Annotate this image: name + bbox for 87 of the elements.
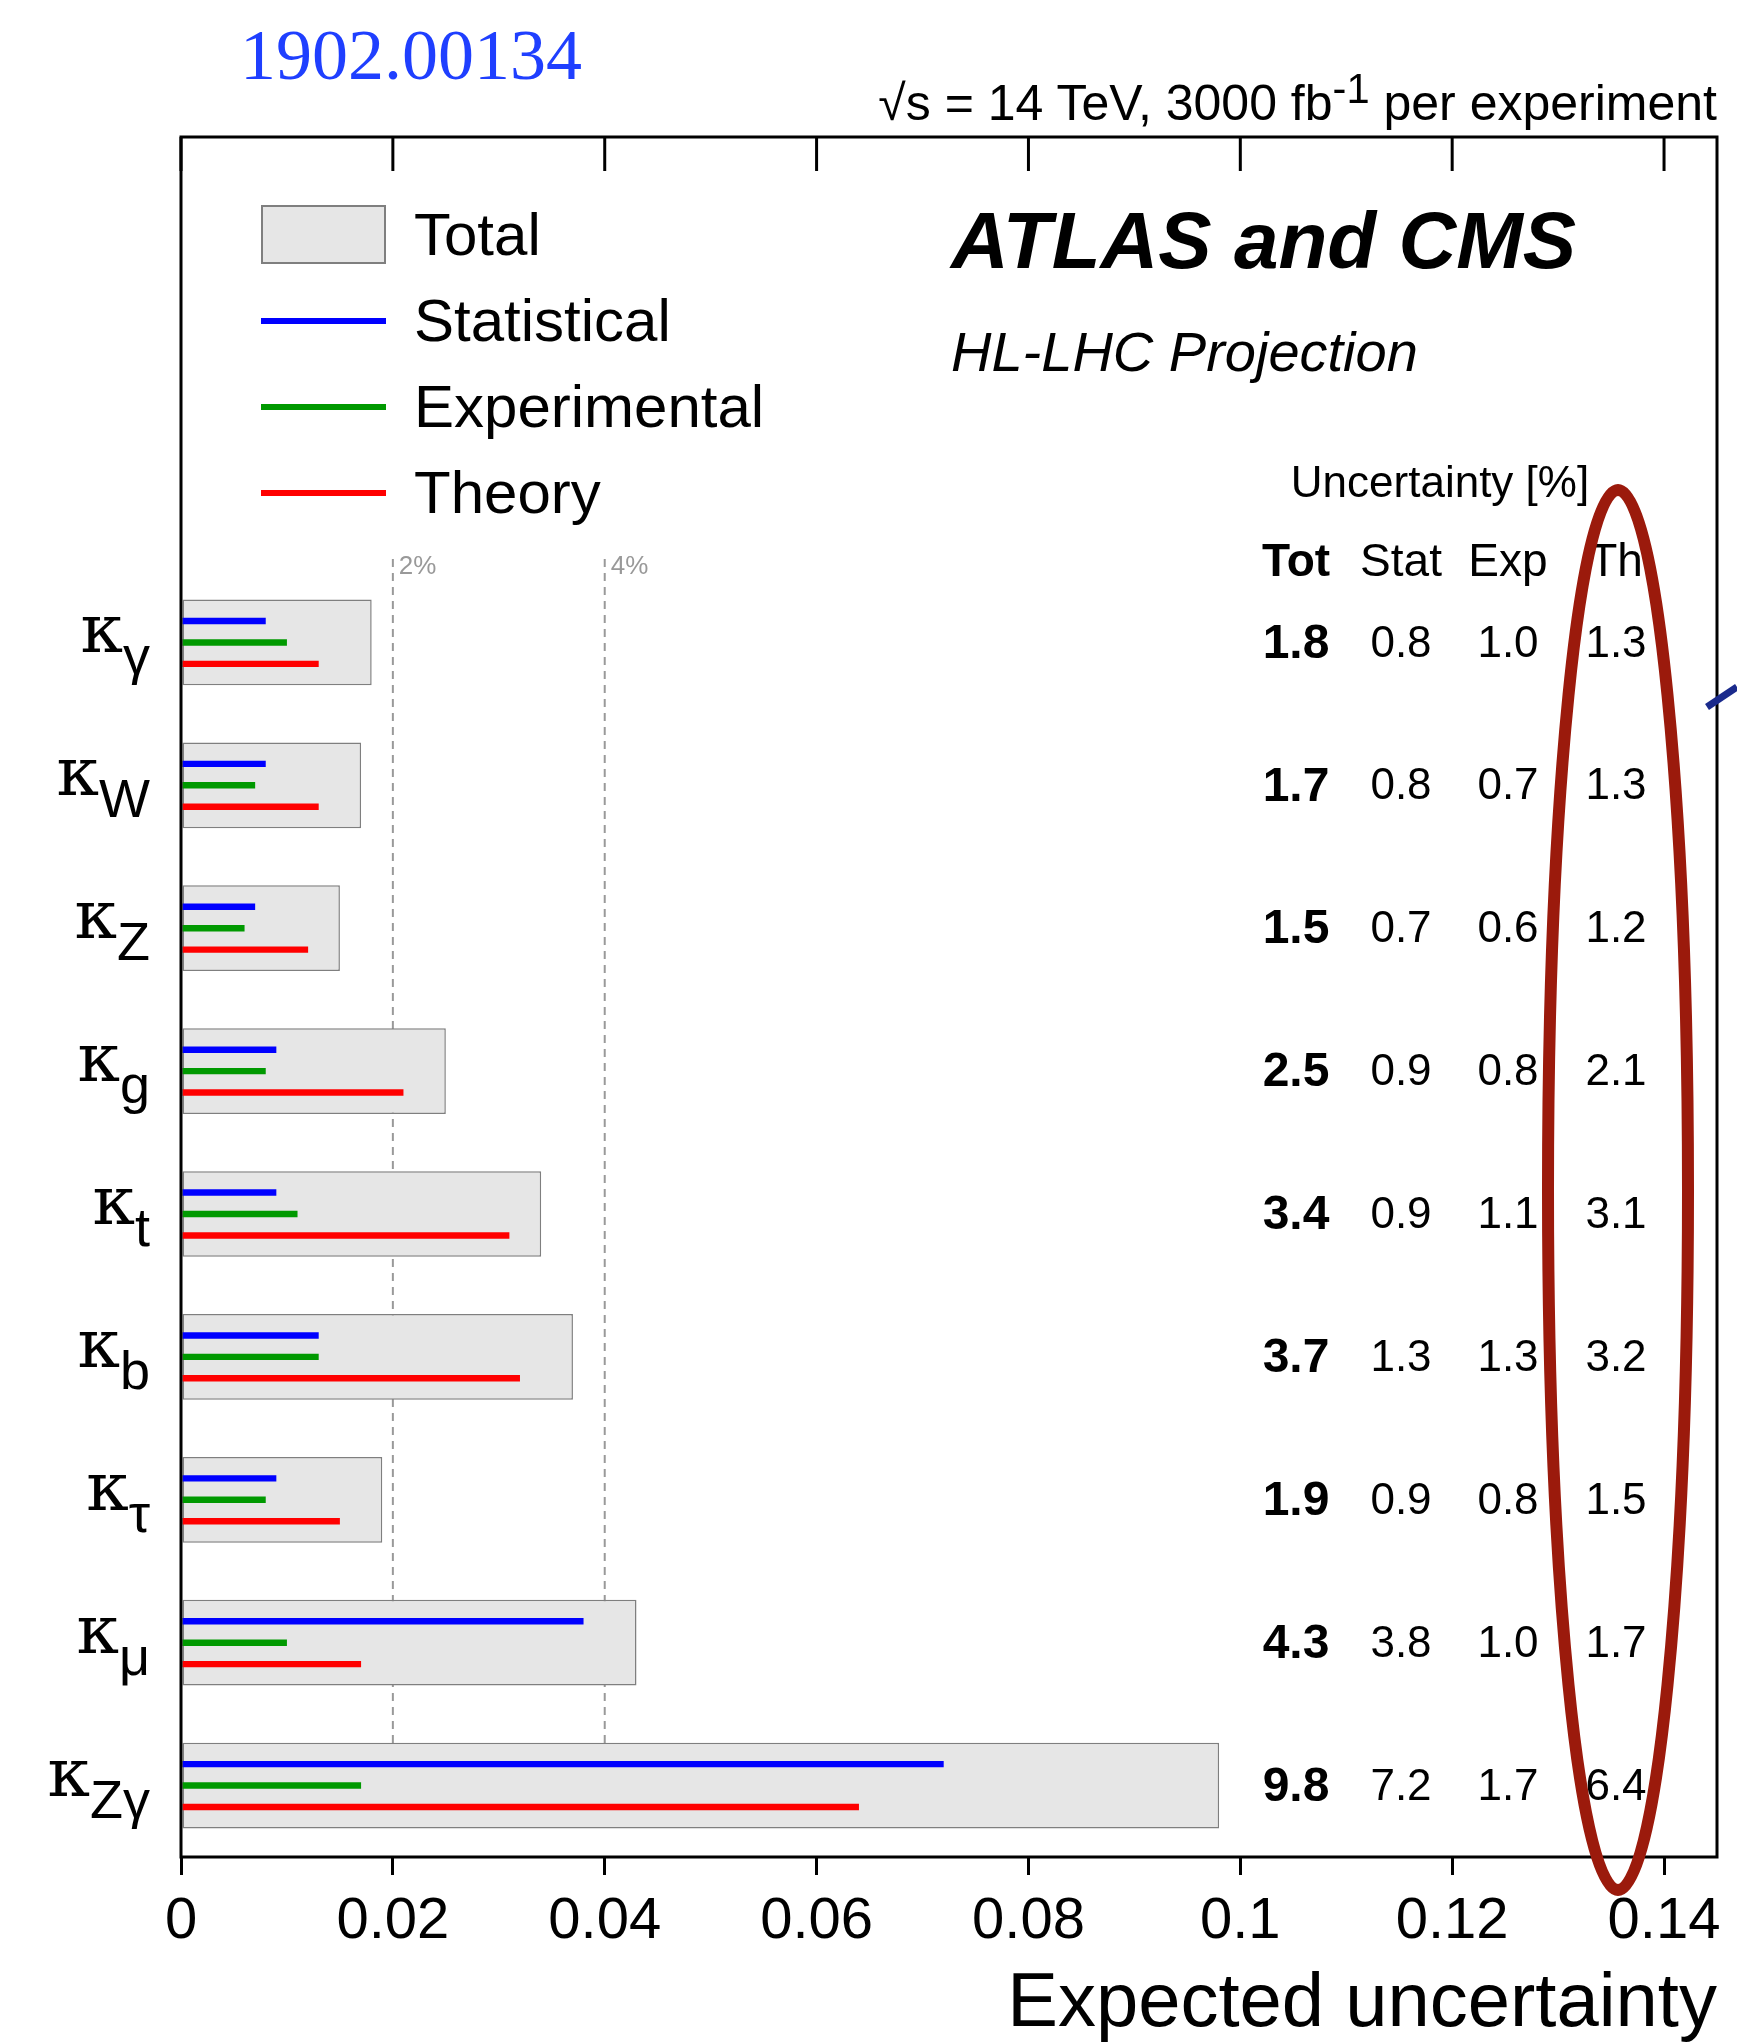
annotation: 6.4: [1585, 1759, 1647, 1809]
x-tick-label: 0.1: [1199, 1884, 1281, 1950]
bar: [182, 1496, 266, 1503]
bar: [182, 1332, 319, 1339]
x-tick-label: 0.14: [1607, 1884, 1721, 1950]
x-tick-label: 0.06: [760, 1884, 874, 1950]
x-tick-label: 0.04: [548, 1884, 662, 1950]
annotation: 1.2: [1585, 902, 1647, 952]
legend-label: Experimental: [414, 373, 765, 440]
annotation: 1.5: [1262, 900, 1330, 954]
bar: [182, 1639, 287, 1646]
bar: [182, 803, 319, 810]
annotation: 1.0: [1477, 1616, 1539, 1666]
ref-line-label: 4%: [610, 550, 649, 581]
annotation: 1.9: [1262, 1472, 1330, 1526]
annotation: 1.3: [1585, 759, 1647, 809]
annotation: 0.6: [1477, 902, 1539, 952]
annotation: 3.8: [1370, 1616, 1432, 1666]
bar: [182, 1089, 404, 1096]
annotation: 0.7: [1370, 902, 1432, 952]
annotation: 3.2: [1585, 1331, 1647, 1381]
annotation: 0.9: [1370, 1188, 1432, 1238]
bar: [182, 1046, 277, 1053]
annotation: 0.8: [1370, 616, 1432, 666]
annotation: Tot: [1261, 534, 1331, 586]
x-tick-label: 0: [164, 1884, 198, 1950]
annotation: 1.1: [1477, 1188, 1539, 1238]
bar: [182, 617, 266, 625]
bar: [182, 639, 287, 646]
bar: [182, 660, 319, 668]
annotation: 1.3: [1477, 1331, 1539, 1381]
bar: [182, 903, 256, 910]
text: Uncertainty [%]: [1290, 457, 1590, 506]
annotation: 7.2: [1370, 1759, 1432, 1809]
annotation: 1.3: [1370, 1331, 1432, 1381]
bar: [182, 1210, 298, 1218]
bar: [182, 782, 256, 789]
bar: [182, 1232, 510, 1239]
annotation: Th: [1589, 534, 1643, 586]
bar: [182, 1067, 266, 1075]
bar: [182, 760, 266, 768]
bar: [182, 1518, 340, 1525]
annotation: 4.3: [1262, 1614, 1330, 1668]
x-tick-label: 0.12: [1395, 1884, 1509, 1950]
annotation: 1.7: [1262, 757, 1330, 811]
bar: [182, 1475, 277, 1482]
annotation: 2.5: [1262, 1043, 1330, 1097]
annotation: 9.8: [1262, 1757, 1330, 1811]
bar: [182, 1353, 319, 1361]
annotation: 0.9: [1370, 1045, 1432, 1095]
annotation: 1.7: [1477, 1759, 1539, 1809]
bar: [182, 1782, 362, 1789]
annotation: 1.7: [1585, 1616, 1647, 1666]
x-tick-label: 0.08: [972, 1884, 1085, 1950]
annotation: 0.8: [1477, 1473, 1539, 1523]
annotation: 2.1: [1585, 1045, 1647, 1095]
annotation: 3.7: [1262, 1329, 1330, 1383]
ref-line-label: 2%: [398, 550, 437, 581]
bar: [182, 1660, 362, 1668]
annotation: 1.3: [1585, 616, 1647, 666]
chart-title: √s = 14 TeV, 3000 fb$^{-1}$ per experiment: [878, 64, 1717, 132]
x-axis-title: Expected uncertainty: [1007, 1957, 1717, 2042]
annotation: 0.8: [1370, 759, 1432, 809]
annotation: Stat: [1360, 534, 1442, 586]
bar: [182, 946, 309, 953]
annotation: 0.7: [1477, 759, 1539, 809]
text: HL-LHC Projection: [951, 320, 1418, 383]
bar: [182, 925, 245, 932]
annotation: 1.5: [1585, 1473, 1647, 1523]
annotation: 0.9: [1370, 1473, 1432, 1523]
bar: [182, 1189, 277, 1196]
text: 1902.00134: [240, 15, 582, 95]
bar: [182, 1375, 520, 1382]
x-tick-label: 0.02: [336, 1884, 450, 1950]
bar: [182, 1760, 944, 1768]
legend-label: Statistical: [414, 287, 671, 354]
annotation: 3.1: [1585, 1188, 1647, 1238]
annotation: 1.0: [1477, 616, 1539, 666]
text: ATLAS and CMS: [951, 196, 1577, 285]
annotation: 0.8: [1477, 1045, 1539, 1095]
legend-label: Total: [414, 201, 541, 268]
annotation: 3.4: [1262, 1186, 1330, 1240]
annotation: 1.8: [1262, 614, 1330, 668]
bar: [182, 1618, 584, 1625]
bar: [182, 1803, 859, 1811]
legend-label: Theory: [414, 459, 601, 526]
annotation: Exp: [1468, 534, 1548, 586]
